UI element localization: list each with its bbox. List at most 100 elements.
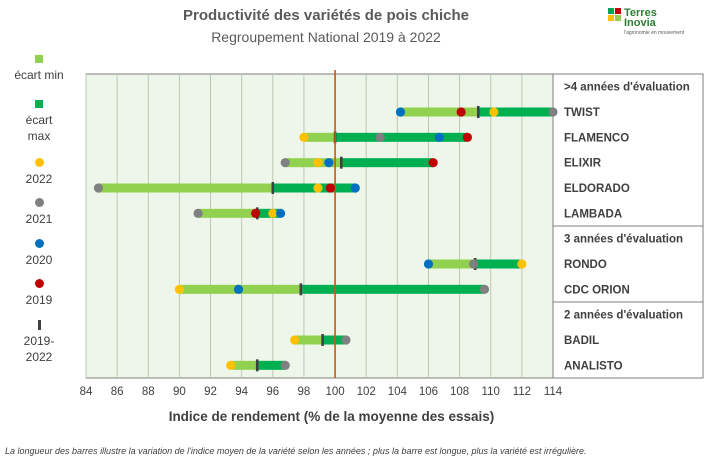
- variety-label: FLAMENCO: [564, 132, 629, 144]
- logo-tagline: l'agronomie en mouvement: [624, 30, 685, 36]
- point-2021: [548, 107, 558, 117]
- mean-marker: [321, 334, 324, 346]
- x-tick-label: 88: [142, 386, 155, 398]
- bar-ecart-max: [300, 284, 485, 294]
- logo-square-icon: [615, 8, 621, 14]
- legend-item-2019: 2019: [0, 279, 78, 308]
- x-tick-label: 102: [357, 386, 376, 398]
- variety-label: ELIXIR: [564, 158, 602, 170]
- variety-label: RONDO: [564, 259, 607, 271]
- point-2021: [280, 360, 290, 370]
- x-tick-label: 112: [513, 386, 531, 398]
- group-label: 3 années d'évaluation: [564, 234, 683, 246]
- x-tick-label: 110: [482, 386, 500, 398]
- point-2020: [275, 208, 286, 218]
- group-label: >4 années d'évaluation: [564, 82, 690, 94]
- variety-label: ELDORADO: [564, 183, 630, 195]
- bar-ecart-min: [428, 259, 476, 269]
- circle-marker-icon: [34, 198, 44, 207]
- square-marker-icon: [35, 55, 43, 63]
- x-tick-label: 86: [111, 386, 124, 398]
- point-2022: [299, 132, 309, 142]
- legend-label: 2019-2022: [23, 334, 55, 364]
- plot-area: [85, 73, 554, 379]
- mean-marker: [255, 359, 259, 372]
- point-2020: [350, 183, 360, 193]
- circle-marker-icon: [34, 158, 44, 167]
- legend-item-2019-2022: 2019-2022: [0, 320, 78, 365]
- bar-ecart-min: [400, 107, 479, 117]
- x-tick-label: 92: [204, 386, 217, 398]
- point-2020: [233, 284, 244, 294]
- variety-panel: >4 années d'évaluation TWIST FLAMENCO ELIXI…: [552, 73, 704, 379]
- variety-label: ANALISTO: [564, 360, 623, 372]
- point-2022: [313, 158, 323, 168]
- bar-ecart-min: [294, 335, 323, 345]
- legend-label: 2022: [25, 172, 53, 186]
- point-2021: [93, 183, 104, 193]
- bar-ecart-max: [335, 132, 468, 142]
- mean-marker: [299, 283, 303, 296]
- terres-inovia-logo: Terres Inovia l'agronomie en mouvement: [608, 8, 708, 44]
- bar-ecart-min: [285, 158, 342, 168]
- x-tick-label: 104: [388, 386, 408, 398]
- chart-title: Productivité des variétés de pois chiche: [183, 7, 469, 24]
- point-2022: [226, 360, 236, 370]
- chart-subtitle: Regroupement National 2019 à 2022: [211, 29, 441, 45]
- variety-label: CDC ORION: [564, 284, 630, 296]
- x-tick-label: 106: [419, 386, 438, 398]
- legend-item-2022: 2022: [0, 158, 78, 187]
- circle-marker-icon: [34, 279, 44, 288]
- logo-square-icon: [608, 8, 614, 14]
- point-2019: [428, 158, 438, 168]
- legend-item-ecart-max: écart max: [0, 100, 78, 144]
- legend-item-ecart-min: écart min: [0, 55, 78, 83]
- point-2021: [193, 208, 203, 218]
- point-2021: [375, 132, 385, 142]
- bar-ecart-max: [475, 259, 522, 269]
- point-2019: [251, 208, 261, 218]
- point-2019: [462, 132, 472, 142]
- year-points: [93, 107, 558, 370]
- point-2022: [268, 208, 278, 218]
- point-2022: [289, 335, 300, 345]
- x-tick-label: 84: [80, 386, 93, 398]
- point-2021: [479, 284, 490, 294]
- mean-marker: [476, 106, 480, 118]
- legend-label: écart max: [25, 113, 53, 143]
- x-tick-label: 108: [450, 386, 469, 398]
- legend-item-2021: 2021: [0, 198, 78, 227]
- bar-ecart-max: [257, 360, 286, 370]
- bar-ecart-min: [303, 132, 336, 142]
- circle-marker-icon: [34, 239, 44, 248]
- logo-brand-line1: Terres: [624, 7, 657, 19]
- x-tick-label: 90: [173, 386, 186, 398]
- point-2019: [456, 107, 466, 117]
- variety-label: TWIST: [564, 107, 600, 119]
- logo-square-icon: [615, 15, 621, 21]
- point-2022: [313, 183, 323, 193]
- legend-label: 2020: [25, 253, 53, 267]
- bar-ecart-max: [478, 107, 553, 117]
- x-tick-label: 114: [544, 386, 563, 398]
- bar-marker-icon: [37, 320, 41, 330]
- bar-ecart-min: [98, 183, 273, 193]
- point-2022: [517, 259, 527, 269]
- logo-brand-line2: Inovia: [624, 17, 656, 29]
- x-tick-labels: 84 86 88 90 92 94 96 98 100 102 104 106 108 110 112 114: [80, 386, 563, 398]
- bar-ecart-min: [198, 208, 258, 218]
- x-tick-label: 100: [325, 386, 344, 398]
- x-tick-label: 98: [298, 386, 311, 398]
- point-2020: [434, 132, 444, 142]
- point-2020: [395, 107, 406, 117]
- x-tick-label: 94: [235, 386, 248, 398]
- mean-marker: [271, 182, 275, 194]
- point-2020: [423, 259, 434, 269]
- footnote: La longueur des barres illustre la varia…: [5, 446, 587, 456]
- point-2021: [280, 158, 290, 168]
- legend-label: 2021: [25, 212, 53, 226]
- legend-label: écart min: [14, 68, 64, 82]
- point-2021: [469, 259, 479, 269]
- legend-item-2020: 2020: [0, 239, 78, 268]
- point-2019: [325, 183, 335, 193]
